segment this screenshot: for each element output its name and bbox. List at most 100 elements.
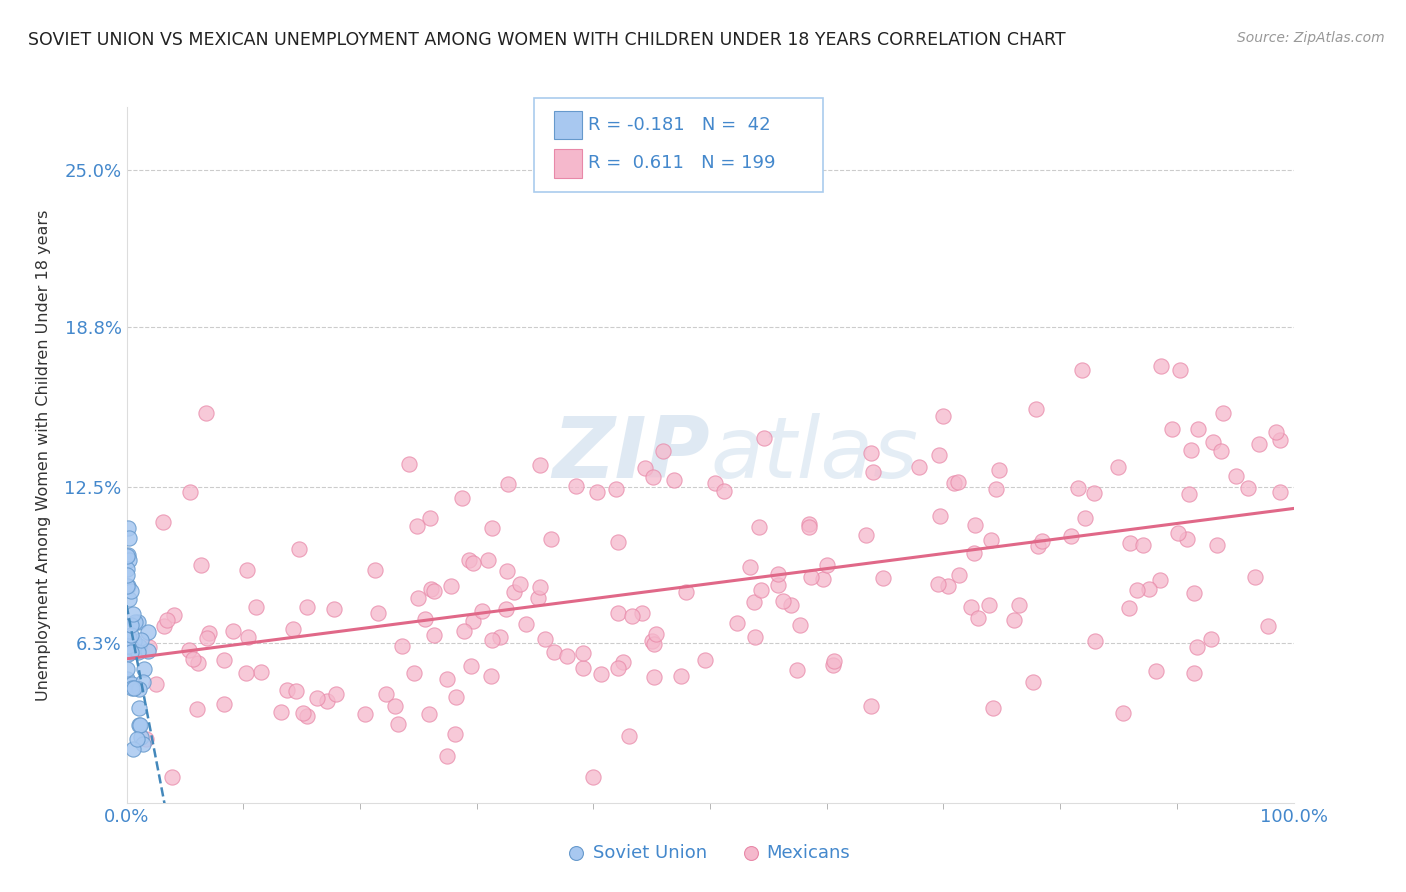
Point: [651, 444, 673, 458]
Point: [496, 476, 519, 491]
Point: [981, 701, 1004, 715]
Point: [413, 612, 436, 626]
Point: [121, 677, 143, 691]
Point: [669, 668, 692, 682]
Point: [799, 520, 821, 534]
Point: [236, 630, 259, 644]
Point: [124, 681, 146, 695]
Point: [129, 632, 152, 647]
Text: R =  0.611   N = 199: R = 0.611 N = 199: [588, 154, 775, 172]
Point: [1125, 582, 1147, 597]
Point: [451, 491, 474, 505]
Point: [1205, 538, 1227, 552]
Point: [943, 475, 966, 490]
Point: [291, 706, 314, 720]
Point: [128, 718, 150, 732]
Point: [129, 731, 152, 745]
Point: [1149, 573, 1171, 587]
Point: [363, 563, 385, 577]
Point: [132, 675, 155, 690]
Point: [120, 618, 142, 632]
Point: [128, 682, 150, 697]
Point: [1212, 406, 1234, 420]
Point: [571, 661, 593, 675]
Point: [1168, 363, 1191, 377]
Point: [457, 553, 479, 567]
Point: [1026, 539, 1049, 553]
Point: [471, 604, 494, 618]
Point: [540, 533, 562, 547]
Point: [984, 483, 1007, 497]
Point: [423, 583, 446, 598]
Point: [936, 579, 959, 593]
Point: [607, 661, 630, 675]
Point: [529, 580, 551, 594]
Point: [495, 602, 517, 616]
Point: [198, 626, 221, 640]
Point: [1070, 363, 1092, 377]
Point: [212, 697, 235, 711]
Point: [980, 533, 1002, 548]
Point: [571, 646, 593, 660]
Point: [1112, 706, 1135, 720]
Point: [582, 771, 605, 785]
Point: [325, 688, 347, 702]
Point: [156, 613, 179, 627]
Point: [117, 548, 139, 562]
Point: [190, 558, 212, 572]
Point: [555, 649, 578, 664]
Point: [823, 654, 845, 668]
Point: [644, 627, 666, 641]
Point: [1236, 481, 1258, 495]
Point: [527, 591, 550, 605]
Point: [117, 579, 139, 593]
Point: [367, 606, 389, 620]
Point: [1268, 434, 1291, 448]
Point: [117, 639, 139, 653]
Point: [643, 637, 665, 651]
Point: [488, 630, 510, 644]
Point: [128, 700, 150, 714]
Point: [121, 681, 143, 695]
Point: [948, 475, 970, 489]
Point: [695, 653, 717, 667]
Point: [1225, 469, 1247, 483]
Point: [1201, 434, 1223, 449]
Point: [1118, 536, 1140, 550]
Point: [152, 515, 174, 529]
Point: [586, 484, 609, 499]
Point: [641, 470, 664, 484]
Point: [406, 591, 429, 605]
Point: [481, 632, 503, 647]
Point: [543, 645, 565, 659]
Point: [117, 520, 139, 534]
Point: [132, 737, 155, 751]
Point: [187, 656, 209, 670]
Point: [117, 579, 139, 593]
Point: [605, 483, 627, 497]
Point: [132, 661, 155, 675]
Point: [285, 683, 308, 698]
Point: [967, 611, 990, 625]
Point: [1182, 665, 1205, 680]
Point: [907, 460, 929, 475]
Point: [800, 570, 823, 584]
Point: [124, 615, 146, 630]
Point: [643, 670, 665, 684]
Point: [749, 582, 772, 597]
Point: [744, 631, 766, 645]
Point: [959, 600, 981, 615]
Point: [811, 573, 834, 587]
Point: [772, 594, 794, 608]
Point: [136, 644, 159, 658]
Point: [713, 483, 735, 498]
Point: [515, 617, 537, 632]
Text: SOVIET UNION VS MEXICAN UNEMPLOYMENT AMONG WOMEN WITH CHILDREN UNDER 18 YEARS CO: SOVIET UNION VS MEXICAN UNEMPLOYMENT AMO…: [28, 31, 1066, 49]
Point: [1211, 443, 1233, 458]
Point: [496, 564, 519, 578]
Point: [183, 652, 205, 666]
Point: [384, 699, 406, 714]
Point: [444, 727, 467, 741]
Point: [405, 519, 427, 533]
Point: [163, 608, 186, 623]
